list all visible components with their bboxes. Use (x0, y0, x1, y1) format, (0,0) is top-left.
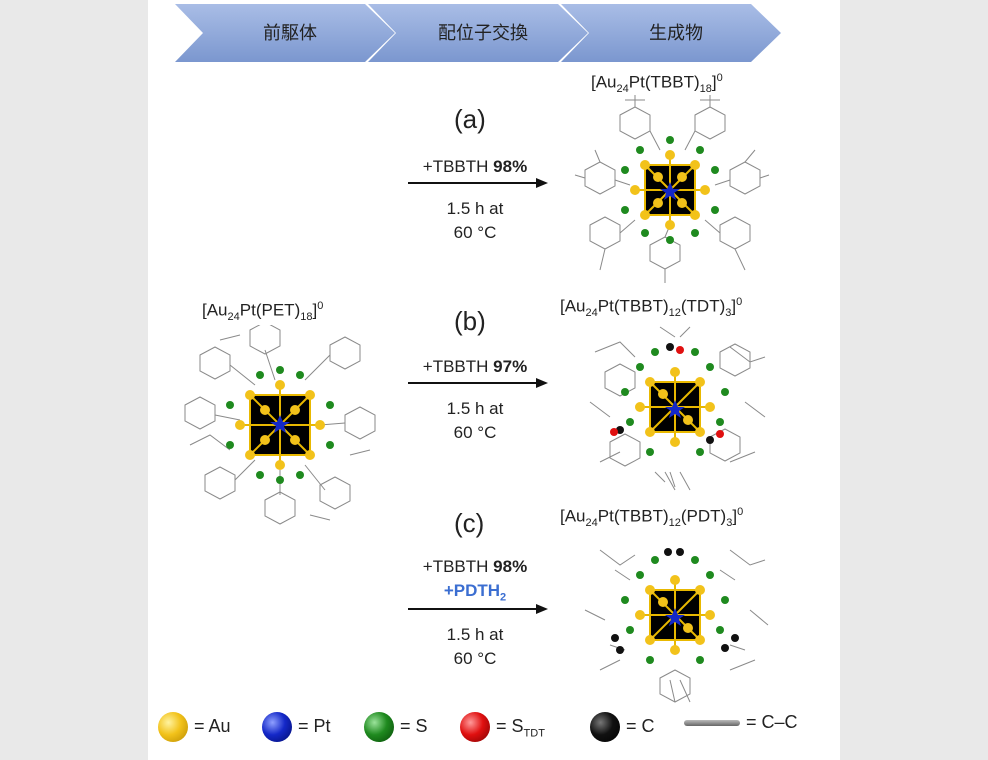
blue-sphere-icon (262, 712, 292, 742)
green-sphere-icon (364, 712, 394, 742)
reaction-b-reagent: +TBBTH 97% (422, 357, 528, 376)
bond-stick-icon (684, 720, 740, 727)
legend-c: = C (590, 712, 655, 742)
product-c-formula: [Au24Pt(TBBT)12(PDT)3]0 (560, 506, 744, 530)
step-exchange-label: 配位子交換 (438, 23, 528, 43)
reaction-b-label: (b) (454, 306, 486, 336)
chevron-step-precursor: 前駆体 (175, 4, 395, 62)
reaction-a-label: (a) (454, 104, 486, 134)
reaction-c-reagent: +TBBTH 98% (422, 557, 528, 576)
reaction-a-time: 1.5 h at (446, 199, 504, 218)
precursor-cluster-image (184, 325, 376, 525)
left-margin (0, 0, 148, 760)
chevron-step-exchange: 配位子交換 (368, 4, 588, 62)
legend-s: = S (364, 712, 428, 742)
reaction-a-temp: 60 °C (453, 223, 497, 242)
product-a-cluster-image (574, 95, 770, 283)
reaction-c-arrow (408, 604, 548, 614)
reaction-b-arrow (408, 378, 548, 388)
step-precursor-label: 前駆体 (263, 23, 317, 43)
reaction-b-temp: 60 °C (453, 423, 497, 442)
product-a-formula: [Au24Pt(TBBT)18]0 (591, 72, 723, 96)
product-b-cluster-image (589, 326, 766, 491)
chevron-step-product: 生成物 (561, 4, 781, 62)
red-sphere-icon (460, 712, 490, 742)
product-b-formula: [Au24Pt(TBBT)12(TDT)3]0 (560, 296, 743, 320)
precursor-formula: [Au24Pt(PET)18]0 (202, 300, 324, 324)
right-margin (840, 0, 988, 760)
reaction-a-reagent: +TBBTH 98% (422, 157, 528, 176)
reaction-b-time: 1.5 h at (446, 399, 504, 418)
reaction-a-arrow (408, 178, 548, 188)
reaction-c-label: (c) (454, 508, 485, 538)
legend-cc: = C–C (684, 712, 798, 733)
step-product-label: 生成物 (649, 23, 703, 43)
reaction-c-extra-reagent: +PDTH2 (443, 581, 507, 604)
legend-au: = Au (158, 712, 231, 742)
legend-stdt: = STDT (460, 712, 545, 742)
product-c-cluster-image (584, 548, 769, 703)
reaction-c-temp: 60 °C (453, 649, 497, 668)
black-sphere-icon (590, 712, 620, 742)
legend-pt: = Pt (262, 712, 331, 742)
gold-sphere-icon (158, 712, 188, 742)
reaction-c-time: 1.5 h at (446, 625, 504, 644)
